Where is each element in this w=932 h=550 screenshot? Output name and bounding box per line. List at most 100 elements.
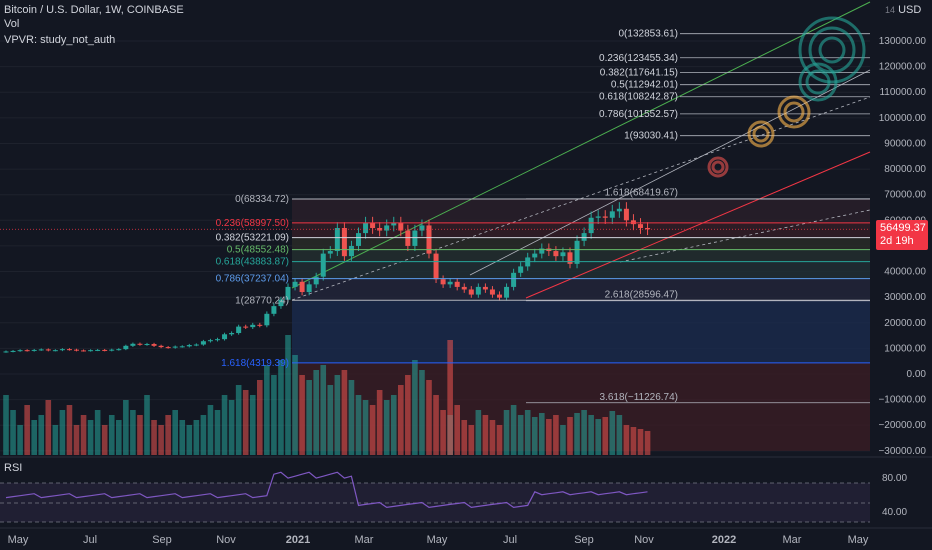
volume-bar (94, 410, 101, 455)
channel-upper (291, 1, 871, 289)
target-circle (777, 95, 811, 129)
volume-bar (221, 395, 228, 455)
volume-bar (123, 400, 129, 455)
candle (567, 252, 573, 264)
y-tick-label: 20000.00 (884, 318, 926, 329)
candle (116, 349, 122, 351)
volume-bar (3, 395, 9, 455)
candle (588, 217, 594, 234)
y-tick-label: −20000.00 (878, 420, 926, 431)
candle (306, 284, 312, 293)
candle (377, 227, 383, 231)
candle (66, 349, 72, 351)
x-tick-label: Mar (783, 534, 802, 546)
volume-bar (405, 375, 411, 455)
candle (109, 349, 115, 351)
candle (482, 286, 488, 290)
candle (88, 350, 94, 352)
candle (222, 334, 228, 340)
volume-bar (531, 417, 538, 455)
volume-bar (257, 380, 263, 455)
volume-bar (489, 420, 496, 455)
candle (313, 276, 319, 285)
candle (271, 306, 277, 314)
volume-bar (299, 375, 305, 455)
volume-bar (235, 385, 242, 455)
candle (447, 281, 453, 285)
volume-bar (116, 420, 122, 455)
candle (38, 349, 44, 351)
currency-label[interactable]: 14 USD (885, 4, 921, 16)
fib-label: 0(68334.72) (235, 194, 289, 205)
y-tick-label: 30000.00 (884, 292, 926, 303)
time-axis[interactable]: May Jul Sep Nov 2021 Mar May Jul Sep Nov 2022 Mar Ma… (0, 527, 932, 546)
candle (193, 344, 199, 346)
y-tick-label: 10000.00 (884, 343, 926, 354)
candle (384, 225, 390, 231)
candle (638, 224, 643, 228)
candle (398, 222, 404, 231)
volume-bar (320, 365, 327, 455)
volume-bar (73, 425, 80, 455)
volume-bar (108, 415, 115, 455)
candle (461, 286, 467, 290)
rsi-pane: 80.00 40.00 (0, 456, 932, 523)
candle (426, 225, 432, 254)
rsi-tick-label: 80.00 (882, 473, 907, 484)
volume-bar (426, 380, 432, 455)
volume-bar (475, 410, 482, 455)
volume-label: Vol (4, 18, 20, 30)
rsi-tick-label: 40.00 (882, 507, 907, 518)
candle (327, 251, 333, 254)
candle (623, 208, 629, 221)
volume-bar (581, 410, 587, 455)
target-circle (808, 26, 856, 74)
y-tick-label: 40000.00 (884, 267, 926, 278)
volume-bar (398, 385, 404, 455)
volume-bar (80, 415, 87, 455)
volume-bar (503, 410, 510, 455)
fib-right-label: 2.618(28596.47) (605, 290, 678, 301)
x-tick-label: Nov (634, 534, 654, 546)
fib-top-label: 1(93030.41) (624, 131, 678, 142)
current-price-tag: 56499.37 2d 19h (876, 220, 928, 250)
volume-bar (186, 425, 193, 455)
volume-bar (17, 425, 23, 455)
volume-bar (151, 420, 157, 455)
x-tick-label: May (427, 534, 448, 546)
candle (52, 350, 58, 352)
volume-bar (207, 405, 214, 455)
volume-bar-spike (447, 340, 453, 455)
volume-bar (59, 410, 66, 455)
candle (186, 345, 192, 347)
fib-top-label: 0.786(101552.57) (599, 109, 678, 120)
x-tick-label: Mar (355, 534, 374, 546)
fib-zones (292, 198, 870, 451)
volume-bar (644, 431, 651, 455)
fib-label: 1.618(4319.39) (221, 358, 289, 369)
volume-bar (560, 425, 566, 455)
volume-bar (376, 390, 383, 455)
fib-right-label: 1.618(68419.67) (605, 188, 678, 199)
volume-bar (24, 405, 30, 455)
channel-mid (469, 69, 871, 276)
fib-top-label: 0.382(117641.15) (600, 68, 678, 79)
volume-bar (327, 385, 334, 455)
candle (299, 281, 305, 293)
rsi-line (5, 471, 648, 509)
volume-bar (193, 420, 200, 455)
candle (645, 227, 651, 230)
candle (539, 248, 545, 254)
volume-bar (496, 425, 503, 455)
candle (179, 346, 185, 348)
volume-bar (454, 405, 460, 455)
candle (630, 220, 636, 225)
x-tick-label: May (848, 534, 869, 546)
fib-label: 1(28770.24) (235, 295, 289, 306)
candle (250, 324, 256, 328)
candle (144, 344, 150, 346)
x-tick-label: May (8, 534, 29, 546)
volume-bar (461, 420, 468, 455)
volume-bar (539, 413, 545, 455)
